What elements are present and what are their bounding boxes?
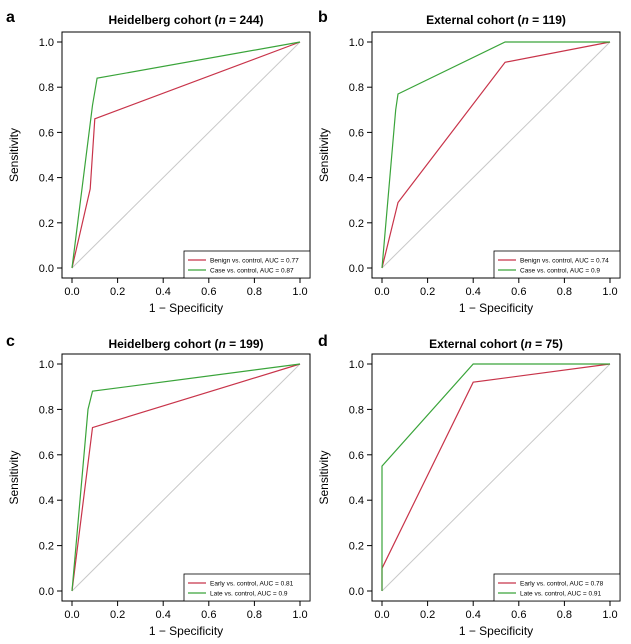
legend-label: Case vs. control, AUC = 0.87 — [210, 268, 294, 275]
y-tick-label: 0.6 — [39, 127, 54, 139]
x-tick-label: 0.0 — [64, 609, 79, 621]
x-tick-label: 0.6 — [511, 609, 526, 621]
panel-letter: c — [6, 333, 15, 350]
x-tick-label: 0.2 — [110, 286, 125, 298]
legend-label: Early vs. control, AUC = 0.78 — [520, 581, 604, 588]
y-tick-label: 0.0 — [39, 586, 54, 598]
y-tick-label: 1.0 — [349, 37, 364, 49]
y-tick-label: 0.8 — [349, 404, 364, 416]
reference-diagonal — [381, 363, 611, 592]
y-tick-label: 0.0 — [349, 586, 364, 598]
legend-box — [183, 250, 311, 279]
legend-label: Early vs. control, AUC = 0.81 — [210, 581, 294, 588]
y-axis-label: Sensitivity — [317, 450, 331, 504]
y-axis-label: Sensitivity — [7, 450, 21, 504]
x-tick-label: 0.0 — [374, 286, 389, 298]
reference-diagonal — [71, 363, 301, 592]
y-tick-label: 0.6 — [349, 450, 364, 462]
reference-diagonal — [71, 41, 301, 269]
x-tick-label: 0.8 — [247, 286, 262, 298]
chart-title: Heidelberg cohort (n = 199) — [108, 337, 263, 351]
y-tick-label: 0.6 — [349, 127, 364, 139]
legend-label: Benign vs. control, AUC = 0.77 — [210, 258, 299, 265]
y-tick-label: 0.0 — [349, 263, 364, 275]
reference-diagonal — [381, 41, 611, 269]
legend-label: Late vs. control, AUC = 0.9 — [210, 591, 288, 598]
roc-curve-red — [71, 41, 301, 269]
y-tick-label: 0.2 — [39, 541, 54, 553]
x-tick-label: 0.0 — [64, 286, 79, 298]
y-tick-label: 0.6 — [39, 450, 54, 462]
y-tick-label: 0.2 — [39, 218, 54, 230]
roc-curve-green — [381, 363, 610, 591]
roc-curve-green — [71, 363, 301, 592]
x-tick-label: 1.0 — [602, 286, 617, 298]
x-axis-label: 1 − Specificity — [459, 301, 533, 315]
y-tick-label: 0.8 — [349, 82, 364, 94]
x-tick-label: 0.2 — [420, 286, 435, 298]
panel-c: c Heidelberg cohort (n = 199) 0.0 0.2 0.4 0.6… — [6, 333, 311, 638]
y-tick-label: 0.2 — [349, 541, 364, 553]
x-tick-label: 0.8 — [247, 609, 262, 621]
roc-curve-red — [71, 363, 301, 592]
x-tick-label: 0.8 — [557, 286, 572, 298]
chart-title: Heidelberg cohort (n = 244) — [108, 13, 263, 27]
roc-curve-green — [71, 41, 301, 269]
x-tick-label: 1.0 — [292, 286, 307, 298]
x-tick-label: 0.4 — [156, 609, 171, 621]
x-axis-label: 1 − Specificity — [149, 301, 223, 315]
legend: Early vs. control, AUC = 0.78 Late vs. co… — [493, 573, 621, 602]
chart-title: External cohort (n = 75) — [429, 337, 563, 351]
x-tick-label: 0.4 — [466, 286, 481, 298]
chart-title: External cohort (n = 119) — [426, 13, 566, 27]
x-tick-label: 0.4 — [156, 286, 171, 298]
roc-curve-green — [381, 41, 610, 269]
y-tick-label: 0.8 — [39, 82, 54, 94]
x-tick-label: 0.2 — [420, 609, 435, 621]
panel-letter: b — [318, 9, 328, 26]
x-tick-label: 0.0 — [374, 609, 389, 621]
y-tick-label: 0.0 — [39, 263, 54, 275]
y-tick-label: 0.4 — [39, 495, 54, 507]
legend-label: Benign vs. control, AUC = 0.74 — [520, 258, 609, 265]
y-axis-label: Sensitivity — [7, 128, 21, 182]
y-axis-label: Sensitivity — [317, 128, 331, 182]
legend-label: Case vs. control, AUC = 0.9 — [520, 268, 600, 275]
x-tick-label: 1.0 — [292, 609, 307, 621]
y-tick-label: 1.0 — [39, 359, 54, 371]
legend: Benign vs. control, AUC = 0.74 Case vs. c… — [493, 250, 621, 279]
legend: Benign vs. control, AUC = 0.77 Case vs. c… — [183, 250, 311, 279]
legend: Early vs. control, AUC = 0.81 Late vs. co… — [183, 573, 311, 602]
y-tick-label: 1.0 — [349, 359, 364, 371]
x-tick-label: 0.4 — [466, 609, 481, 621]
x-tick-label: 0.6 — [201, 609, 216, 621]
legend-box — [183, 573, 311, 602]
y-tick-label: 0.8 — [39, 404, 54, 416]
panel-b: b External cohort (n = 119) 0.0 0.2 0.4 0.6 0.… — [317, 9, 621, 315]
x-axis-label: 1 − Specificity — [149, 624, 223, 638]
panel-a: a Heidelberg cohort (n = 244) 0.0 0.2 0.4 0.6… — [6, 9, 311, 315]
legend-box — [493, 250, 621, 279]
panel-letter: a — [6, 9, 15, 26]
y-tick-label: 1.0 — [39, 37, 54, 49]
x-axis-label: 1 − Specificity — [459, 624, 533, 638]
y-tick-label: 0.4 — [349, 173, 364, 185]
legend-box — [493, 573, 621, 602]
y-tick-label: 0.4 — [349, 495, 364, 507]
y-tick-label: 0.4 — [39, 173, 54, 185]
x-tick-label: 0.2 — [110, 609, 125, 621]
panel-d: d External cohort (n = 75) 0.0 0.2 0.4 0.6 0.8… — [317, 333, 621, 638]
x-tick-label: 0.6 — [201, 286, 216, 298]
x-tick-label: 0.8 — [557, 609, 572, 621]
panel-letter: d — [318, 333, 328, 350]
roc-curve-red — [381, 41, 611, 269]
legend-label: Late vs. control, AUC = 0.91 — [520, 591, 601, 598]
y-tick-label: 0.2 — [349, 218, 364, 230]
x-tick-label: 0.6 — [511, 286, 526, 298]
x-tick-label: 1.0 — [602, 609, 617, 621]
